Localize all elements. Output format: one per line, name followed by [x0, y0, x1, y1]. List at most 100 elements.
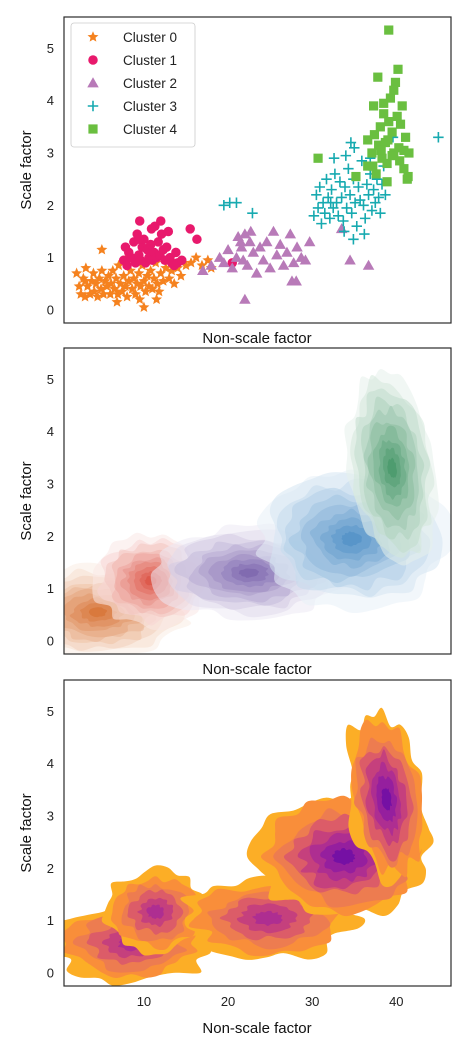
data-point — [363, 135, 373, 145]
data-point — [390, 77, 401, 87]
data-point — [377, 153, 387, 163]
data-point — [231, 197, 242, 208]
y-tick-label: 5 — [47, 704, 54, 719]
data-point — [382, 158, 392, 169]
data-point — [344, 189, 356, 201]
data-point — [324, 213, 336, 224]
data-point — [389, 85, 399, 95]
data-point — [96, 244, 108, 255]
data-point — [316, 218, 327, 229]
y-tick-label: 5 — [47, 372, 54, 387]
legend-marker — [87, 31, 99, 42]
data-point — [362, 259, 375, 270]
y-axis-label: Scale factor — [18, 793, 35, 872]
legend-label: Cluster 1 — [123, 53, 177, 68]
data-point — [376, 145, 386, 155]
data-point — [222, 244, 234, 255]
data-point — [393, 64, 403, 74]
data-point — [433, 132, 444, 143]
legend-label: Cluster 3 — [123, 99, 177, 114]
data-point — [348, 234, 359, 245]
data-point — [185, 224, 195, 234]
data-point — [192, 234, 202, 245]
y-tick-label: 1 — [47, 250, 54, 265]
contour-level — [332, 847, 356, 866]
data-point — [384, 25, 394, 35]
contour-level — [146, 904, 164, 919]
data-point — [113, 259, 125, 271]
data-point — [145, 239, 156, 250]
data-point — [237, 254, 249, 265]
data-point — [134, 234, 144, 245]
data-point — [118, 270, 130, 281]
data-point — [291, 241, 303, 252]
data-point — [346, 207, 357, 219]
y-tick-label: 2 — [47, 861, 54, 876]
data-point — [328, 152, 340, 164]
kde-region — [101, 865, 209, 956]
contour-level — [238, 568, 260, 578]
data-point — [257, 254, 270, 265]
data-point — [287, 257, 300, 268]
data-point — [122, 260, 132, 271]
data-point — [218, 200, 230, 211]
y-tick-label: 0 — [47, 965, 54, 980]
data-point — [368, 184, 379, 195]
data-point — [392, 111, 402, 121]
kde-plasma-panel: 0 1 2 3 4 5 10 20 30 40 Non-scale factor Scale f… — [18, 679, 452, 1037]
x-axis-label: Non-scale factor — [202, 661, 311, 678]
data-point — [261, 236, 273, 247]
data-point — [112, 288, 124, 299]
data-point — [230, 251, 243, 262]
data-point — [245, 225, 257, 236]
data-point — [104, 288, 116, 299]
kde-colored-panel: 0 1 2 3 4 5 Non-scale factor Scale factor — [18, 347, 452, 678]
y-tick-label: 0 — [47, 302, 54, 317]
data-point — [116, 285, 128, 297]
data-point — [319, 207, 331, 219]
data-point — [329, 168, 341, 180]
data-point — [121, 291, 133, 302]
series-cluster-4 — [313, 25, 414, 187]
data-point — [284, 228, 297, 239]
data-point — [344, 254, 356, 265]
data-point — [351, 220, 363, 232]
data-point — [336, 192, 347, 203]
data-point — [373, 192, 384, 203]
data-point — [326, 184, 337, 195]
data-point — [90, 278, 102, 289]
data-point — [340, 150, 352, 161]
data-point — [226, 262, 239, 273]
data-point — [363, 189, 374, 201]
legend-label: Cluster 4 — [123, 122, 178, 137]
contour-level — [341, 531, 362, 547]
contour-level — [252, 910, 283, 926]
data-point — [338, 226, 350, 237]
data-point — [101, 280, 113, 292]
y-tick-label: 3 — [47, 809, 54, 824]
data-point — [375, 207, 386, 219]
data-point — [339, 181, 351, 193]
data-point — [341, 202, 352, 214]
data-point — [168, 278, 180, 289]
data-point — [387, 127, 397, 137]
data-point — [140, 285, 152, 297]
data-point — [96, 264, 108, 276]
legend-marker — [88, 124, 98, 134]
data-point — [175, 270, 187, 281]
x-axis-label: Non-scale factor — [202, 1020, 311, 1037]
x-ticks: 10 20 30 40 — [137, 994, 404, 1009]
data-point — [84, 288, 96, 299]
data-point — [400, 132, 411, 142]
data-point — [185, 257, 197, 268]
data-point — [82, 280, 94, 292]
data-point — [180, 259, 192, 271]
data-point — [325, 197, 336, 208]
data-point — [313, 153, 323, 163]
data-point — [153, 237, 163, 247]
data-point — [311, 189, 322, 201]
data-point — [133, 267, 145, 278]
data-point — [397, 101, 407, 111]
data-point — [379, 98, 389, 108]
x-tick-label: 30 — [305, 994, 319, 1009]
